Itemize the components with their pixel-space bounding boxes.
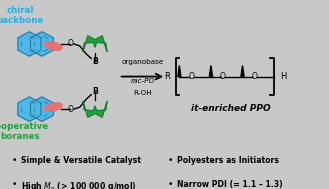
Text: O: O <box>252 72 258 81</box>
Text: O: O <box>189 72 194 81</box>
Polygon shape <box>241 65 244 77</box>
Text: B: B <box>92 87 98 96</box>
Text: Narrow PDI (= 1.1 – 1.3): Narrow PDI (= 1.1 – 1.3) <box>177 180 283 189</box>
Polygon shape <box>209 65 213 77</box>
Text: rac-PO: rac-PO <box>130 78 155 84</box>
Polygon shape <box>18 97 41 121</box>
Ellipse shape <box>44 42 62 50</box>
Ellipse shape <box>44 103 62 111</box>
Text: •: • <box>11 180 17 189</box>
Text: chiral
backbone: chiral backbone <box>0 6 43 25</box>
Text: organobase: organobase <box>121 59 164 65</box>
Polygon shape <box>83 36 107 52</box>
Polygon shape <box>83 101 107 117</box>
Text: B: B <box>92 57 98 66</box>
Text: High $\mathit{M}_{\mathrm{n}}$ (> 100 000 g/mol): High $\mathit{M}_{\mathrm{n}}$ (> 100 00… <box>21 180 137 189</box>
Polygon shape <box>31 97 53 121</box>
Text: •: • <box>168 180 173 189</box>
Text: O: O <box>220 72 226 81</box>
Polygon shape <box>18 32 41 56</box>
Polygon shape <box>31 32 53 56</box>
Text: •: • <box>168 156 173 165</box>
Text: H: H <box>280 72 286 81</box>
Text: Simple & Versatile Catalyst: Simple & Versatile Catalyst <box>21 156 141 165</box>
Text: cooperative
boranes: cooperative boranes <box>0 122 49 141</box>
Text: Polyesters as Initiators: Polyesters as Initiators <box>177 156 279 165</box>
Text: R: R <box>164 72 170 81</box>
Text: O: O <box>68 40 74 48</box>
Text: •: • <box>11 156 17 165</box>
Text: O: O <box>68 105 74 114</box>
Text: it-enriched PPO: it-enriched PPO <box>191 104 271 113</box>
Text: R-OH: R-OH <box>133 90 152 96</box>
Polygon shape <box>178 65 181 77</box>
